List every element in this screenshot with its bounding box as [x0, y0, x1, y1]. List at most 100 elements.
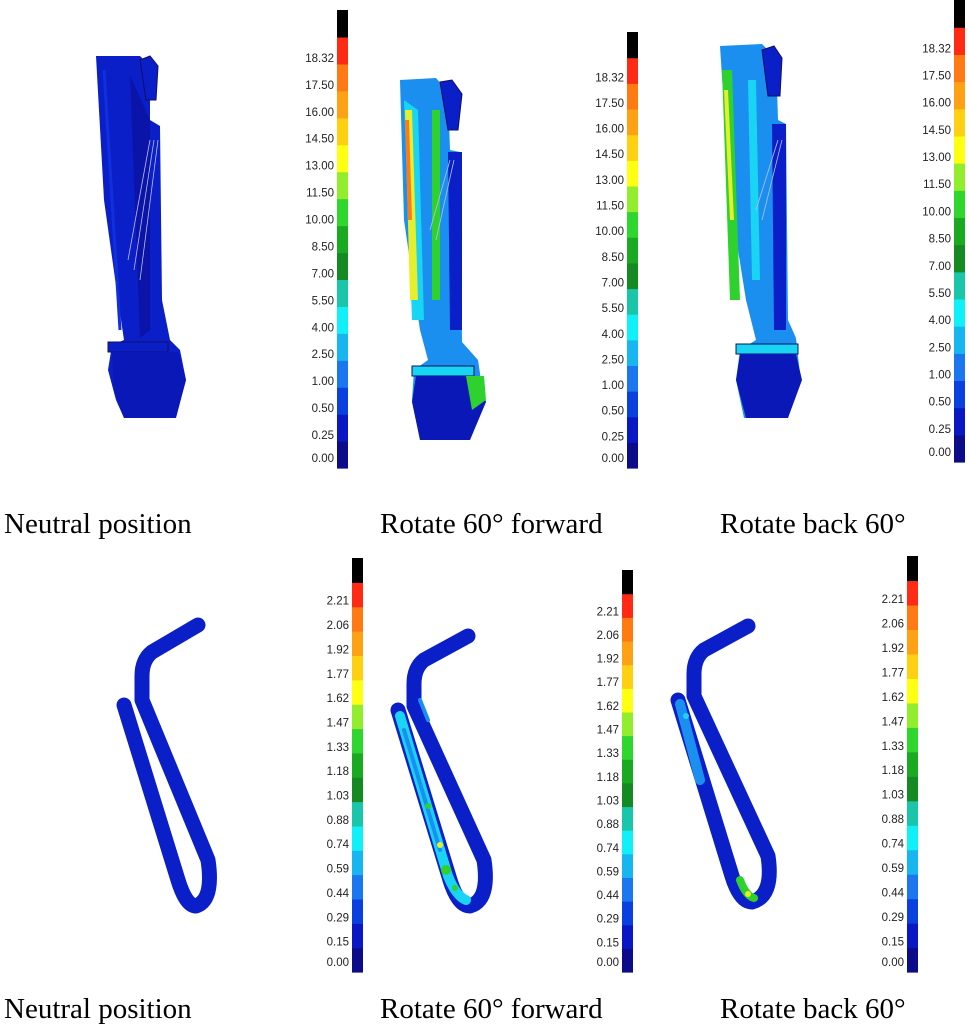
colorbar-tick-label: 2.50	[602, 354, 624, 366]
colorbar-tick-label: 2.21	[327, 596, 349, 608]
caption-top-back: Rotate back 60°	[720, 508, 906, 540]
colorbar-segment	[907, 653, 918, 679]
colorbar-tick-label: 2.50	[929, 342, 951, 354]
colorbar-segment	[907, 825, 918, 851]
caption-bottom-neutral: Neutral position	[4, 993, 192, 1025]
colorbar-segment	[337, 279, 348, 307]
caption-bottom-back: Rotate back 60°	[720, 993, 906, 1025]
colorbar-tick-label: 0.29	[597, 914, 619, 926]
colorbar-segment	[627, 339, 638, 367]
colorbar-segment	[337, 90, 348, 119]
colorbar-tick-label: 5.50	[602, 303, 624, 315]
colorbar-segment	[337, 360, 348, 388]
colorbar-tick-label: 1.92	[882, 643, 904, 655]
colorbar-segment	[337, 306, 348, 334]
colorbar-tick-label: 4.00	[602, 329, 624, 341]
colorbar-tick-label: 2.06	[882, 618, 904, 630]
colorbar-top-2: 0.00 0.25 0.50 1.00 2.50 4.00 5.50 7.00 8.50 10.0…	[595, 32, 638, 469]
colorbar-segment	[627, 365, 638, 392]
colorbar-tick-label: 16.00	[922, 98, 951, 110]
colorbar-segment	[907, 604, 918, 631]
colorbar-tick-label: 8.50	[929, 234, 951, 246]
colorbar-tick-label: 1.18	[882, 765, 904, 777]
colorbar-tick-label: 5.50	[312, 295, 334, 307]
colorbar-segment	[627, 391, 638, 418]
colorbar-tick-label: 0.00	[882, 957, 904, 969]
colorbar-segment	[954, 81, 965, 110]
leg-model-back	[720, 44, 802, 418]
colorbar-tick-label: 4.00	[929, 315, 951, 327]
colorbar-segment	[627, 416, 638, 443]
colorbar-tick-label: 16.00	[595, 124, 624, 136]
colorbar-segment	[337, 10, 348, 38]
colorbar-segment	[954, 353, 965, 382]
colorbar-segment	[907, 874, 918, 900]
colorbar-tick-label: 1.18	[597, 772, 619, 784]
colorbar-segment	[954, 380, 965, 409]
colorbar-tick-label: 1.03	[882, 790, 904, 802]
colorbar-tick-label: 18.32	[595, 72, 624, 84]
colorbar-tick-label: 0.00	[602, 453, 624, 465]
colorbar-tick-label: 0.00	[597, 957, 619, 969]
colorbar-segment	[954, 190, 965, 219]
colorbar-tick-label: 0.25	[929, 424, 951, 436]
colorbar-segment	[352, 898, 363, 924]
colorbar-segment	[622, 924, 633, 949]
leg-model-neutral	[96, 55, 186, 418]
colorbar-segment	[907, 580, 918, 606]
colorbar-segment	[337, 63, 348, 92]
colorbar-segment	[352, 874, 363, 900]
colorbar-segment	[622, 688, 633, 713]
colorbar-tick-label: 8.50	[312, 241, 334, 253]
colorbar-tick-label: 0.44	[882, 888, 905, 900]
colorbar-segment	[627, 288, 638, 315]
colorbar-bottom-1: 0.00 0.15 0.29 0.44 0.59 0.74 0.88 1.03 1.18 1.33…	[327, 558, 363, 973]
colorbar-tick-label: 0.88	[882, 814, 904, 826]
colorbar-tick-label: 0.50	[312, 403, 334, 415]
colorbar-segment	[622, 617, 633, 642]
colorbar-segment	[352, 704, 363, 730]
colorbar-segment	[622, 570, 633, 595]
colorbar-segment	[337, 117, 348, 146]
colorbar-tick-label: 1.03	[597, 795, 619, 807]
colorbar-tick-label: 13.00	[595, 175, 624, 187]
colorbar-tick-label: 17.50	[305, 80, 334, 92]
colorbar-tick-label: 1.33	[597, 748, 619, 760]
colorbar-tick-label: 0.59	[882, 863, 904, 875]
colorbar-tick-label: 2.06	[597, 630, 619, 642]
colorbar-segment	[337, 225, 348, 254]
colorbar-segment	[954, 163, 965, 191]
colorbar-segment	[627, 32, 638, 59]
colorbar-segment	[352, 558, 363, 583]
caption-bottom-forward: Rotate 60° forward	[380, 993, 603, 1025]
colorbar-segment	[627, 160, 638, 187]
colorbar-segment	[337, 387, 348, 415]
colorbar-segment	[352, 801, 363, 827]
colorbar-segment	[907, 923, 918, 949]
colorbar-tick-label: 14.50	[922, 125, 951, 137]
colorbar-tick-label: 0.00	[327, 957, 349, 969]
colorbar-segment	[954, 54, 965, 83]
colorbar-tick-label: 1.62	[597, 701, 619, 713]
colorbar-tick-label: 11.50	[923, 179, 951, 191]
colorbar-bottom-2: 0.00 0.15 0.29 0.44 0.59 0.74 0.88 1.03 1.18 1.33…	[597, 570, 633, 973]
colorbar-tick-label: 1.33	[882, 741, 904, 753]
colorbar-tick-label: 0.44	[327, 888, 350, 900]
colorbar-segment	[907, 800, 918, 826]
colorbar-tick-label: 8.50	[602, 252, 624, 264]
colorbar-segment	[352, 850, 363, 876]
colorbar-tick-label: 4.00	[312, 322, 334, 334]
colorbar-segment	[954, 298, 965, 327]
colorbar-segment	[352, 631, 363, 657]
colorbar-tick-label: 18.32	[305, 53, 334, 65]
colorbar-tick-label: 0.88	[327, 815, 349, 827]
colorbar-tick-label: 1.18	[327, 766, 349, 778]
colorbar-segment	[627, 314, 638, 341]
colorbar-segment	[907, 898, 918, 924]
colorbar-tick-label: 1.33	[327, 742, 349, 754]
colorbar-tick-label: 0.15	[327, 937, 349, 949]
colorbar-tick-label: 1.62	[882, 692, 904, 704]
colorbar-tick-label: 16.00	[305, 107, 334, 119]
colorbar-tick-label: 11.50	[596, 201, 624, 213]
colorbar-tick-label: 0.74	[327, 839, 350, 851]
